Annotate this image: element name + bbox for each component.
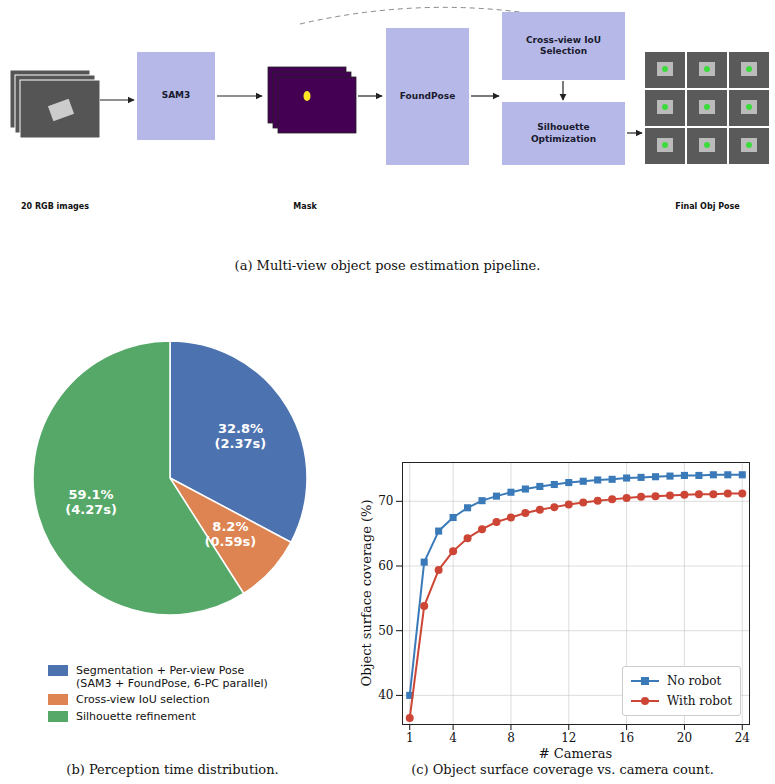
- html-text:Mask: Mask: [293, 202, 317, 211]
- html-text:(a) Multi-view object pose est: (a) Multi-view object pose estimation pi…: [234, 258, 541, 273]
- svg-text:8.2%(0.59s): 8.2%(0.59s): [205, 519, 257, 549]
- html-text:(b) Perception time distributi: (b) Perception time distribution.: [66, 762, 279, 777]
- svg-text:40: 40: [378, 688, 393, 702]
- html-text:Cross-view IoU Selection: Cross-view IoU Selection: [526, 34, 601, 56]
- svg-text:60: 60: [378, 559, 393, 573]
- html-text:Cross-view IoU selection: Cross-view IoU selection: [76, 693, 210, 707]
- html-text:Silhouette refinement: Silhouette refinement: [76, 709, 196, 723]
- html-text:Object surface coverage (%): Object surface coverage (%): [358, 499, 374, 687]
- html-text:(c) Object surface coverage vs: (c) Object surface coverage vs. camera c…: [411, 762, 714, 777]
- svg-text:12: 12: [561, 731, 576, 745]
- svg-text:70: 70: [378, 494, 393, 508]
- svg-text:32.8%(2.37s): 32.8%(2.37s): [215, 421, 267, 451]
- svg-text:59.1%(4.27s): 59.1%(4.27s): [65, 487, 117, 517]
- svg-text:24: 24: [735, 731, 751, 745]
- html-text:20 RGB images: 20 RGB images: [21, 202, 89, 211]
- svg-text:4: 4: [449, 731, 457, 745]
- svg-text:1: 1: [406, 731, 414, 745]
- html-text:# Cameras: # Cameras: [538, 746, 613, 761]
- html-text:Segmentation + Per-view Pose (: Segmentation + Per-view Pose (SAM3 + Fou…: [76, 664, 268, 691]
- html-text:Silhouette Optimization: Silhouette Optimization: [530, 122, 597, 144]
- svg-text:20: 20: [677, 731, 692, 745]
- html-text:SAM3: SAM3: [161, 90, 191, 101]
- html-text:Final Obj Pose: Final Obj Pose: [675, 202, 740, 211]
- html-text:With robot: With robot: [667, 694, 732, 708]
- svg-text:50: 50: [378, 624, 393, 638]
- html-text:FoundPose: FoundPose: [399, 90, 456, 101]
- html-text:No robot: No robot: [667, 674, 722, 688]
- svg-text:16: 16: [619, 731, 634, 745]
- svg-text:8: 8: [507, 731, 515, 745]
